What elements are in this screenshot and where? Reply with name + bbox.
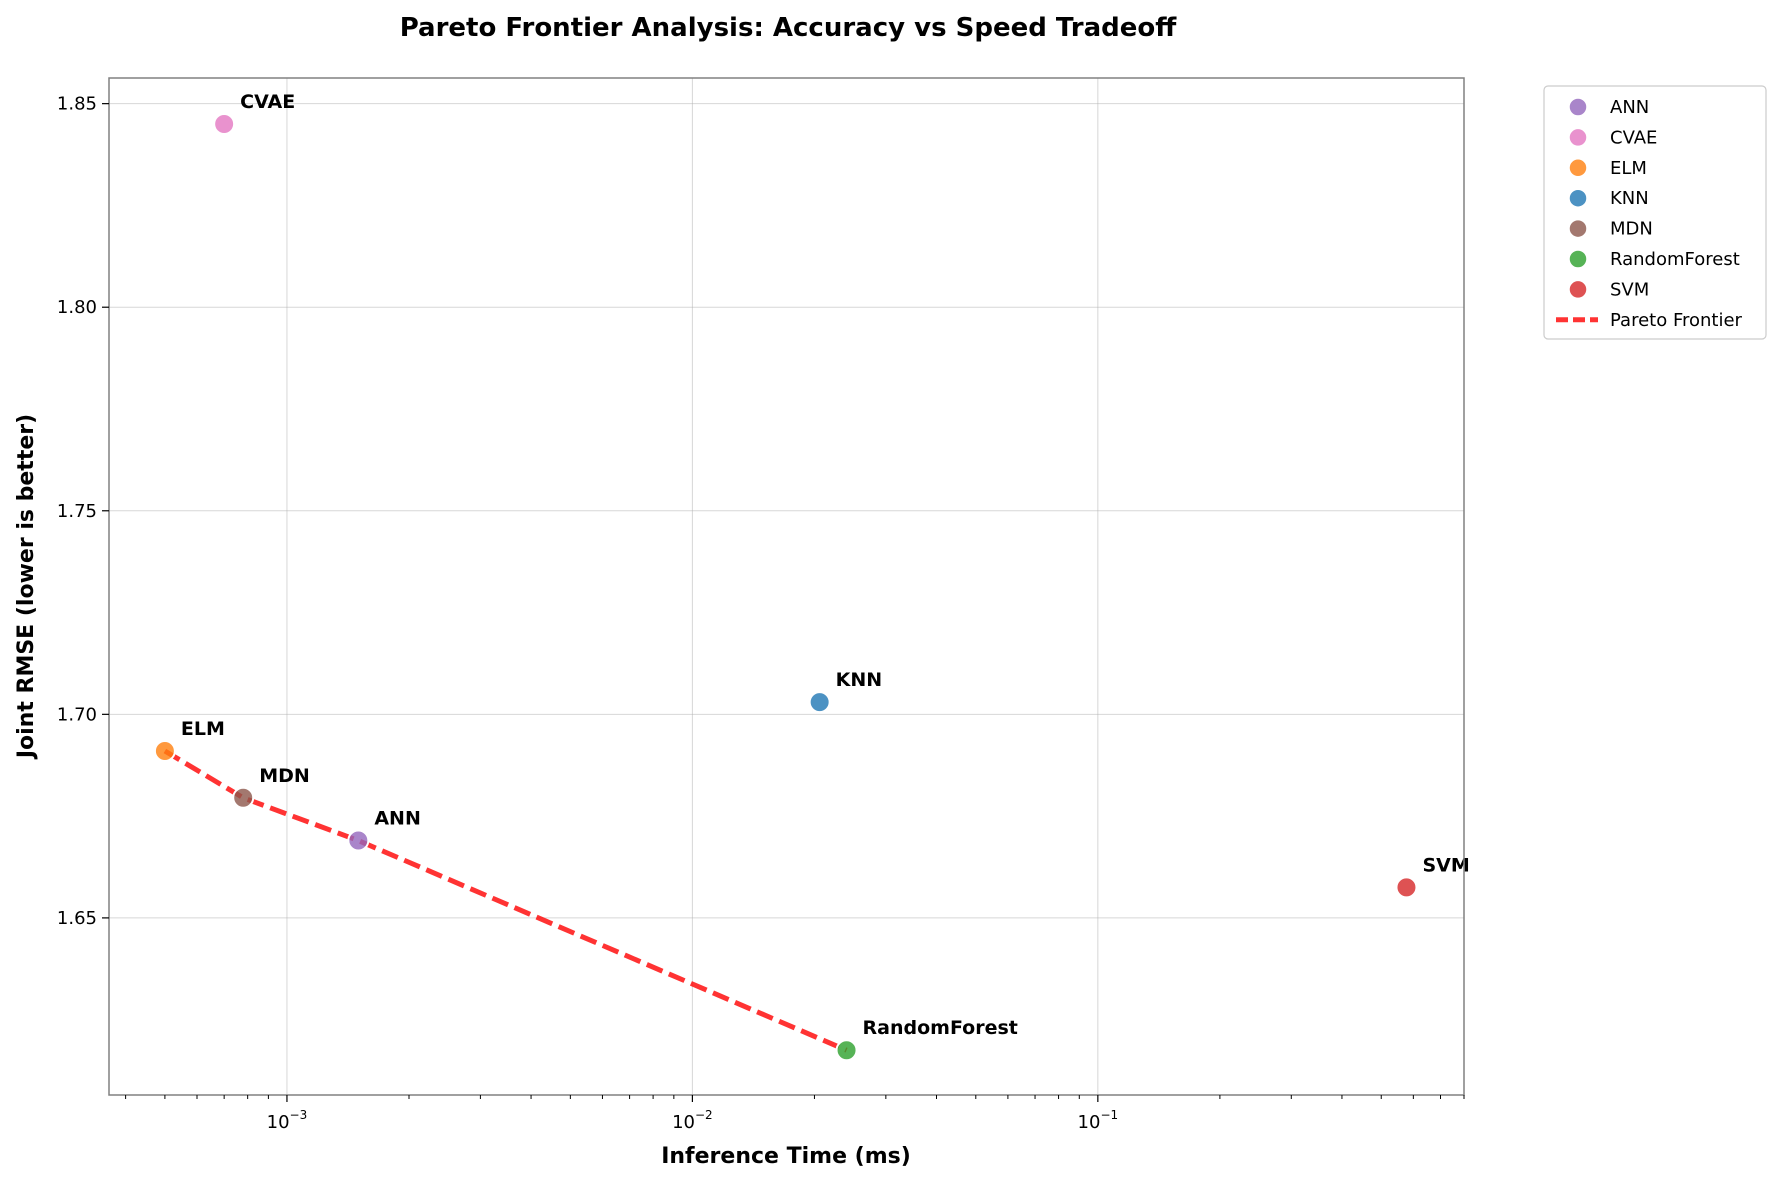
- y-tick-label-0: 1.65: [57, 908, 97, 929]
- data-points: [153, 113, 1418, 1062]
- legend-label-pareto-frontier: Pareto Frontier: [1610, 310, 1743, 331]
- legend-marker-randomforest: [1568, 249, 1588, 269]
- grid-lines: [109, 78, 1464, 1095]
- y-tick-label-3: 1.80: [57, 297, 97, 318]
- point-label-svm: SVM: [1422, 854, 1469, 876]
- y-tick-label-1: 1.70: [57, 704, 97, 725]
- y-axis-ticks: 1.65 1.70 1.75 1.80 1.85: [57, 94, 109, 929]
- point-knn: [808, 691, 831, 714]
- legend-label-randomforest: RandomForest: [1610, 249, 1740, 270]
- legend-marker-cvae: [1568, 127, 1588, 148]
- point-svm: [1395, 876, 1418, 899]
- point-label-ann: ANN: [374, 808, 421, 830]
- point-labels: ANN CVAE ELM KNN MDN RandomForest SVM: [181, 91, 1470, 1039]
- chart-title: Pareto Frontier Analysis: Accuracy vs Sp…: [400, 13, 1178, 43]
- point-ann: [347, 829, 370, 852]
- legend-label-knn: KNN: [1610, 188, 1649, 209]
- point-randomforest: [835, 1039, 858, 1062]
- pareto-frontier-layer: [163, 748, 848, 1053]
- legend-marker-elm: [1568, 158, 1588, 178]
- point-mdn: [232, 786, 255, 809]
- plot-frame: [108, 77, 1465, 1096]
- y-tick-label-4: 1.85: [57, 94, 97, 115]
- point-label-cvae: CVAE: [240, 91, 295, 113]
- y-tick-label-2: 1.75: [57, 501, 97, 522]
- point-elm: [153, 739, 176, 762]
- x-axis-label: Inference Time (ms): [661, 1144, 911, 1169]
- legend: ANN CVAE ELM KNN MDN RandomForest SVM Pareto Fr…: [1543, 85, 1767, 340]
- legend-label-cvae: CVAE: [1610, 127, 1657, 148]
- point-cvae: [213, 113, 236, 136]
- legend-marker-ann: [1568, 97, 1588, 117]
- pareto-frontier-line: [163, 748, 848, 1053]
- legend-label-elm: ELM: [1610, 158, 1647, 179]
- x-tick-label-2: 10−1: [1078, 1108, 1119, 1133]
- point-label-knn: KNN: [836, 669, 883, 691]
- point-label-elm: ELM: [181, 718, 225, 740]
- x-tick-label-1: 10−2: [672, 1108, 713, 1133]
- legend-label-mdn: MDN: [1610, 219, 1653, 240]
- legend-marker-knn: [1568, 188, 1588, 208]
- legend-marker-mdn: [1568, 218, 1588, 239]
- legend-label-svm: SVM: [1610, 279, 1649, 300]
- legend-marker-svm: [1568, 279, 1588, 300]
- point-label-randomforest: RandomForest: [863, 1017, 1018, 1039]
- legend-label-ann: ANN: [1610, 97, 1649, 118]
- y-axis-label: Joint RMSE (lower is better): [14, 414, 39, 760]
- x-tick-label-0: 10−3: [267, 1108, 308, 1133]
- legend-box: [1543, 85, 1767, 340]
- point-label-mdn: MDN: [259, 765, 310, 787]
- x-axis-ticks: 10−3 10−2 10−1: [125, 1095, 1465, 1133]
